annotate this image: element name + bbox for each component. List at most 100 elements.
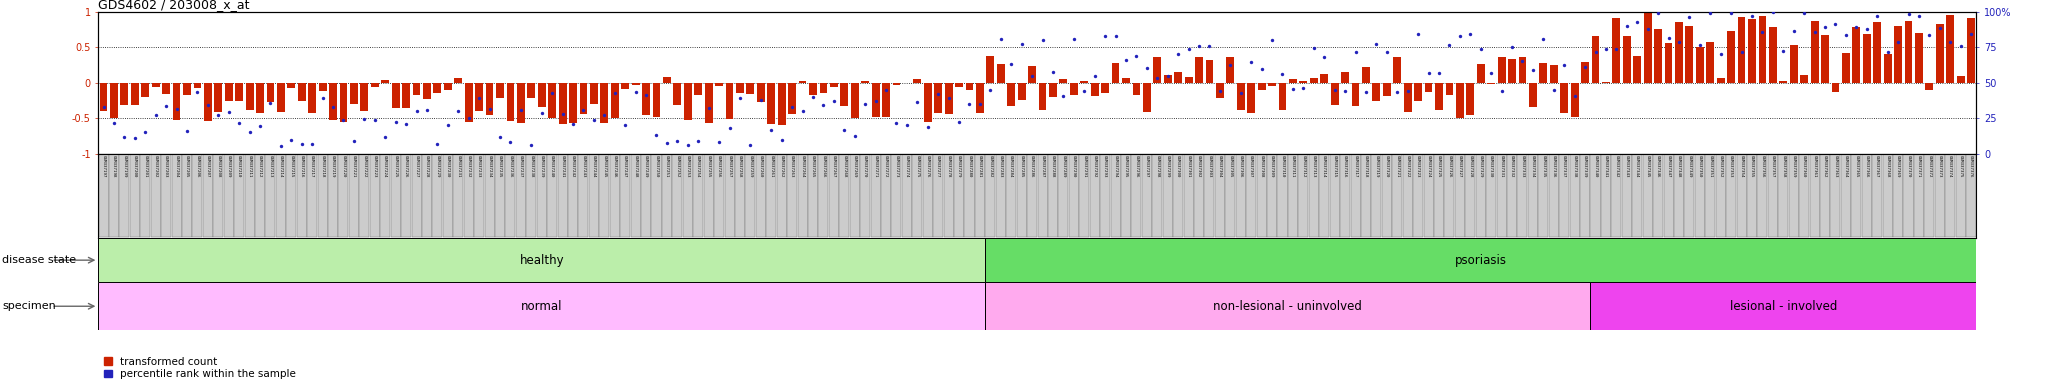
Text: GSM337366: GSM337366 — [1866, 155, 1868, 178]
Bar — [745, 83, 754, 94]
Point — [1036, 69, 1069, 75]
Text: GSM337375: GSM337375 — [1958, 155, 1962, 178]
Point — [338, 138, 371, 144]
Text: GSM337243: GSM337243 — [582, 155, 586, 178]
Text: GSM337277: GSM337277 — [936, 155, 940, 178]
Legend: transformed count, percentile rank within the sample: transformed count, percentile rank withi… — [104, 357, 297, 379]
Bar — [526, 154, 537, 237]
Text: GSM337308: GSM337308 — [1260, 155, 1264, 178]
Text: GSM337223: GSM337223 — [373, 155, 377, 178]
Bar — [1497, 154, 1507, 237]
Bar — [1591, 36, 1599, 83]
Point — [170, 127, 203, 134]
Bar — [1112, 63, 1120, 83]
Bar — [1642, 154, 1653, 237]
Point — [328, 116, 360, 122]
Bar — [1622, 154, 1632, 237]
Text: GSM337372: GSM337372 — [1927, 155, 1931, 178]
Point — [1683, 41, 1716, 48]
Bar — [1665, 43, 1673, 83]
Text: GSM337285: GSM337285 — [1020, 155, 1024, 178]
Bar — [1008, 83, 1016, 106]
Text: GSM337293: GSM337293 — [1104, 155, 1108, 178]
Bar — [934, 154, 944, 237]
Text: GSM337365: GSM337365 — [1853, 155, 1858, 178]
Point — [244, 123, 276, 129]
Point — [598, 90, 631, 96]
Bar — [453, 154, 463, 237]
Text: GSM337271: GSM337271 — [874, 155, 879, 178]
Bar — [360, 83, 369, 111]
Bar — [1853, 26, 1860, 83]
Point — [1882, 39, 1915, 45]
Point — [389, 121, 422, 127]
Bar — [735, 83, 743, 93]
Bar — [1477, 64, 1485, 83]
Text: GSM337241: GSM337241 — [561, 155, 565, 178]
Bar — [1143, 154, 1151, 237]
Bar — [1540, 63, 1546, 83]
Point — [88, 104, 121, 110]
Point — [483, 134, 516, 140]
Text: GSM337221: GSM337221 — [352, 155, 356, 178]
Point — [733, 142, 766, 148]
Text: GSM337208: GSM337208 — [217, 155, 221, 178]
Bar — [1821, 35, 1829, 83]
Text: GSM337263: GSM337263 — [791, 155, 795, 178]
Bar — [162, 154, 172, 237]
Text: GSM337270: GSM337270 — [862, 155, 866, 178]
Bar — [778, 83, 786, 125]
Bar — [1966, 154, 1976, 237]
Bar — [1434, 154, 1444, 237]
Text: GSM337361: GSM337361 — [1812, 155, 1817, 178]
Point — [1380, 88, 1413, 94]
Bar — [1413, 154, 1423, 237]
Point — [1620, 19, 1653, 25]
Bar — [809, 83, 817, 95]
Bar — [1102, 83, 1110, 93]
Bar — [1247, 83, 1255, 113]
Bar — [631, 154, 641, 237]
Text: GSM337353: GSM337353 — [1729, 155, 1733, 178]
Bar — [567, 154, 578, 237]
Bar — [1935, 154, 1946, 237]
Bar — [1227, 57, 1235, 83]
Bar — [350, 83, 358, 104]
Bar — [1530, 83, 1536, 107]
Text: GSM337299: GSM337299 — [1165, 155, 1169, 178]
Text: GSM337340: GSM337340 — [1593, 155, 1597, 178]
Bar — [98, 154, 109, 237]
Bar — [705, 83, 713, 123]
Point — [881, 120, 913, 126]
Text: GSM337258: GSM337258 — [737, 155, 741, 178]
Text: GSM337250: GSM337250 — [655, 155, 659, 178]
Point — [963, 101, 995, 107]
Bar — [1006, 154, 1016, 237]
Bar — [287, 83, 295, 88]
Point — [1298, 45, 1331, 51]
Text: GSM337345: GSM337345 — [1647, 155, 1651, 178]
Bar — [1864, 33, 1870, 83]
Text: GSM337348: GSM337348 — [1677, 155, 1681, 178]
Bar — [1810, 21, 1819, 83]
Text: GSM337318: GSM337318 — [1364, 155, 1368, 178]
Point — [1862, 13, 1894, 19]
Point — [1903, 13, 1935, 19]
Text: GSM337329: GSM337329 — [1479, 155, 1483, 178]
Point — [1610, 23, 1642, 30]
Bar — [985, 238, 1976, 282]
Point — [1505, 58, 1538, 64]
Point — [358, 116, 391, 122]
Bar — [1206, 60, 1212, 83]
Bar — [1716, 154, 1726, 237]
Bar — [1903, 154, 1913, 237]
Bar — [422, 154, 432, 237]
Bar — [1350, 154, 1360, 237]
Point — [1944, 43, 1976, 49]
Bar — [745, 154, 756, 237]
Bar — [1278, 154, 1288, 237]
Text: GSM337355: GSM337355 — [1749, 155, 1753, 178]
Point — [1747, 28, 1780, 35]
Point — [307, 95, 340, 101]
Text: GSM337370: GSM337370 — [1907, 155, 1911, 178]
